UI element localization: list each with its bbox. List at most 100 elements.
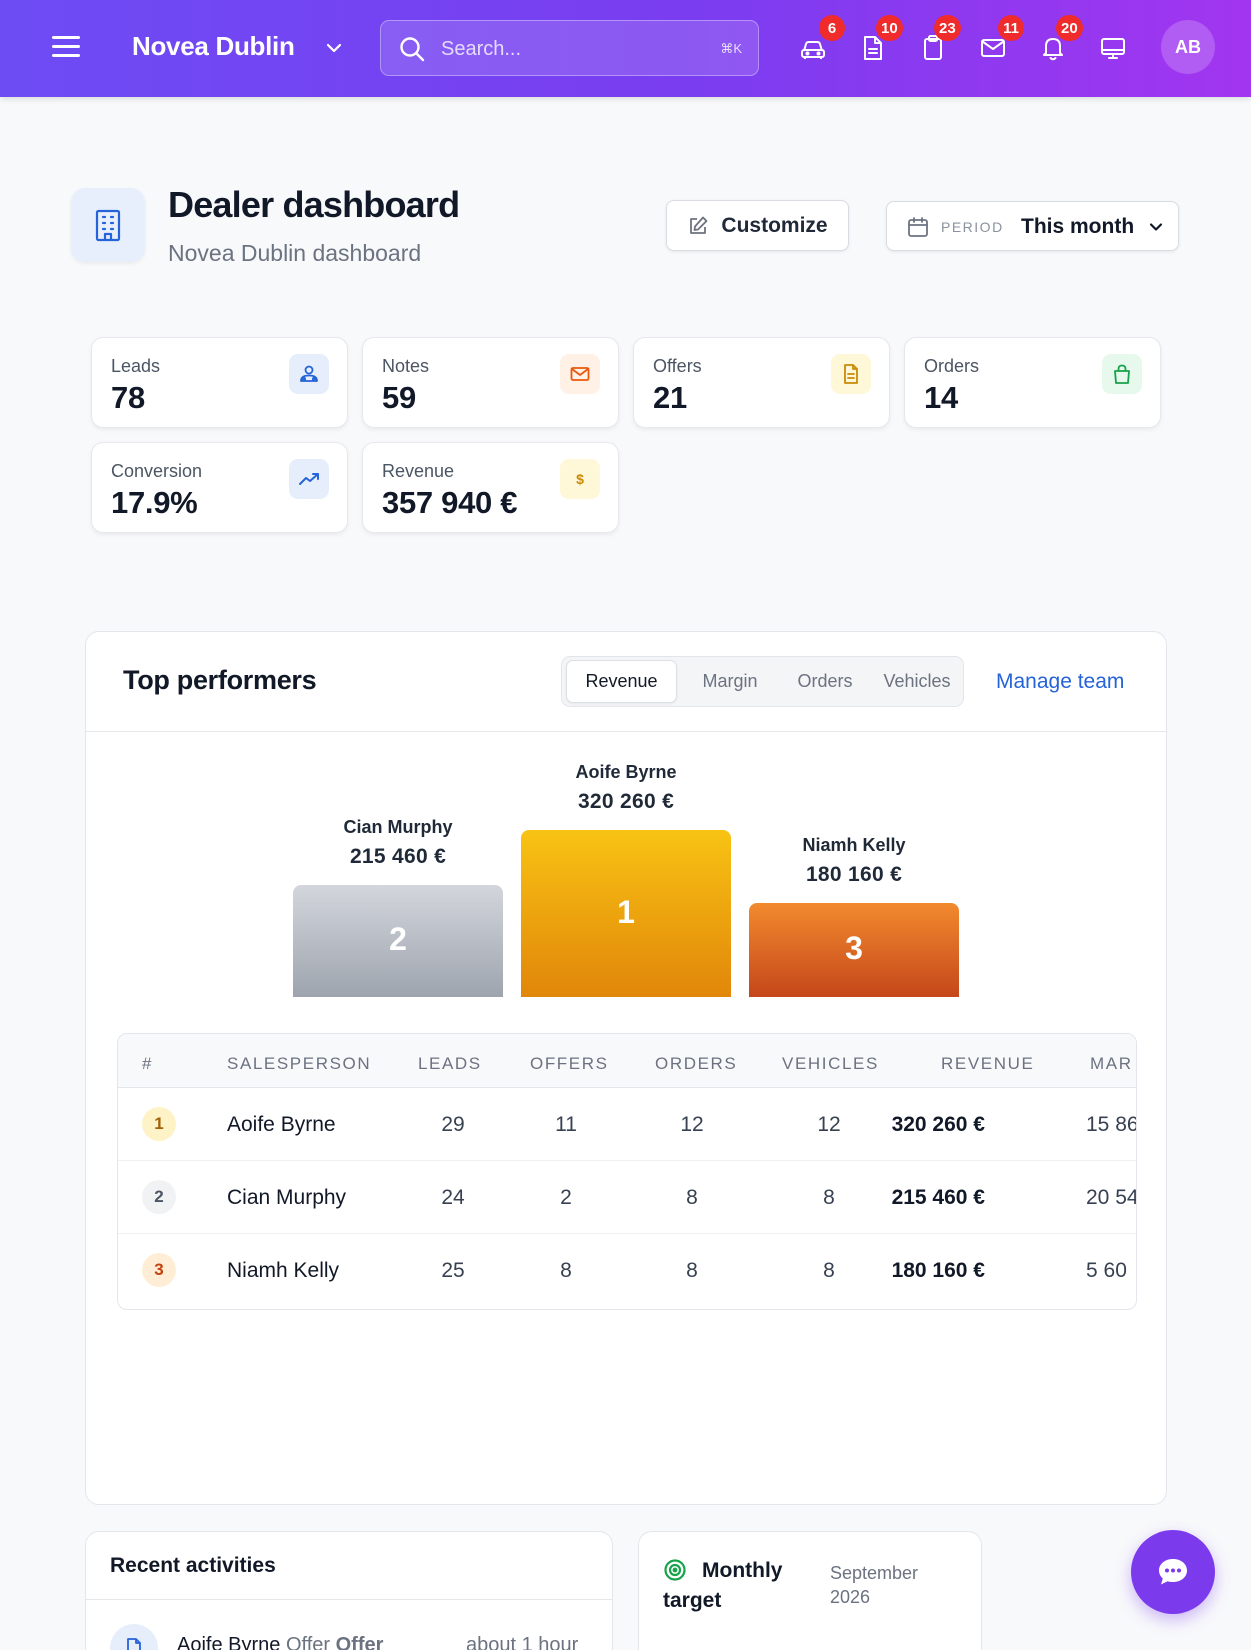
kpi-card-leads[interactable]: Leads 78 [91, 337, 348, 428]
monitor-icon[interactable] [1095, 30, 1131, 66]
activity-object: Offer [335, 1634, 384, 1650]
rank-badge: 2 [142, 1180, 176, 1214]
edit-icon [690, 216, 708, 234]
car-icon[interactable] [795, 30, 831, 66]
bell-icon[interactable] [1035, 30, 1071, 66]
tab-margin[interactable]: Margin [702, 671, 758, 691]
documents-badge: 10 [876, 15, 903, 41]
workspace-name[interactable]: Novea Dublin [132, 31, 295, 61]
panel-title: Top performers [123, 665, 317, 695]
kpi-label: Leads [111, 356, 161, 376]
mail-icon [560, 354, 600, 394]
building-icon [71, 188, 145, 262]
rank-badge: 1 [142, 1107, 176, 1141]
podium-name: Aoife Byrne [575, 762, 677, 782]
cell-vehicles: 8 [823, 1259, 835, 1282]
tab-revenue[interactable]: Revenue [566, 660, 677, 703]
table-row[interactable]: 3 Niamh Kelly 25 8 8 8 180 160 € 5 60 [118, 1234, 1136, 1307]
page-title: Dealer dashboard [168, 184, 460, 225]
table-row[interactable]: 2 Cian Murphy 24 2 8 8 215 460 € 20 54 [118, 1161, 1136, 1234]
period-select[interactable]: PERIOD This month [886, 201, 1179, 251]
header-offers[interactable]: OFFERS [530, 1054, 609, 1073]
vehicles-badge: 6 [819, 15, 845, 41]
monthly-target-card: Monthly target September 2026 [638, 1531, 982, 1650]
clipboard-icon[interactable] [915, 30, 951, 66]
header-orders[interactable]: ORDERS [655, 1054, 738, 1073]
kpi-label: Offers [653, 356, 702, 376]
calendar-icon [908, 217, 928, 237]
trend-up-icon [289, 459, 329, 499]
dollar-icon: $ [560, 459, 600, 499]
top-performers-panel: Top performers Revenue Margin Orders Veh… [85, 631, 1167, 1505]
podium-rank: 2 [389, 921, 407, 957]
podium-bar-rank-1 [521, 830, 731, 997]
cell-orders: 12 [680, 1113, 704, 1136]
user-avatar[interactable]: AB [1161, 20, 1215, 74]
cell-name[interactable]: Aoife Byrne [227, 1113, 336, 1136]
kpi-card-revenue[interactable]: Revenue 357 940 € $ [362, 442, 619, 533]
chevron-down-icon [1149, 223, 1163, 231]
document-icon[interactable] [855, 30, 891, 66]
kpi-value: 78 [111, 380, 145, 415]
notifications-badge: 20 [1056, 15, 1083, 41]
cell-margin: 5 60 [1086, 1259, 1127, 1282]
activity-type: Offer [285, 1634, 331, 1650]
tab-orders[interactable]: Orders [797, 671, 853, 691]
top-bar: Novea Dublin Search... ⌘K 6 10 23 11 20 … [0, 0, 1251, 97]
kpi-label: Notes [382, 356, 430, 376]
search-icon [400, 37, 425, 62]
kpi-value: 17.9% [111, 485, 198, 520]
kpi-card-orders[interactable]: Orders 14 [904, 337, 1161, 428]
podium-bar-rank-3 [749, 903, 959, 997]
performers-table: # SALESPERSON LEADS OFFERS ORDERS VEHICL… [117, 1033, 1137, 1310]
document-icon [110, 1624, 158, 1650]
podium-rank: 1 [617, 893, 635, 930]
bag-icon [1102, 354, 1142, 394]
menu-icon[interactable] [52, 36, 80, 60]
cell-vehicles: 12 [817, 1113, 841, 1136]
rank-badge: 3 [142, 1253, 176, 1287]
header-leads[interactable]: LEADS [418, 1054, 482, 1073]
table-row[interactable]: 1 Aoife Byrne 29 11 12 12 320 260 € 15 86 [118, 1088, 1136, 1161]
manage-team-link[interactable]: Manage team [996, 670, 1125, 693]
header-revenue[interactable]: REVENUE [941, 1054, 1035, 1073]
activity-time: about 1 hour [466, 1634, 579, 1650]
tasks-badge: 23 [934, 15, 961, 41]
podium-bar-rank-2 [293, 885, 503, 997]
customize-button[interactable]: Customize [666, 200, 849, 251]
search-input[interactable]: Search... ⌘K [380, 20, 759, 76]
podium-name: Niamh Kelly [802, 835, 906, 855]
cell-offers: 2 [560, 1186, 572, 1209]
activity-item[interactable]: Aoife Byrne Offer Offer [177, 1634, 383, 1650]
podium-value: 180 160 € [805, 863, 903, 886]
chat-button[interactable] [1131, 1530, 1215, 1614]
tab-vehicles[interactable]: Vehicles [883, 671, 951, 691]
cell-orders: 8 [686, 1186, 698, 1209]
cell-vehicles: 8 [823, 1186, 835, 1209]
search-shortcut: ⌘K [720, 41, 742, 56]
mail-icon[interactable] [975, 30, 1011, 66]
kpi-card-offers[interactable]: Offers 21 [633, 337, 890, 428]
chevron-down-icon[interactable] [324, 38, 344, 58]
kpi-card-conversion[interactable]: Conversion 17.9% [91, 442, 348, 533]
divider [86, 731, 1166, 732]
target-date: September 2026 [830, 1563, 919, 1607]
card-title: Monthly target [663, 1559, 783, 1612]
cell-revenue: 180 160 € [891, 1259, 985, 1282]
kpi-value: 21 [653, 380, 687, 415]
header-margin[interactable]: MAR [1090, 1054, 1133, 1073]
period-label: PERIOD [941, 219, 1004, 235]
recent-activities-card: Recent activities Aoife Byrne Offer Offe… [85, 1531, 613, 1650]
cell-name[interactable]: Cian Murphy [227, 1186, 347, 1209]
header-vehicles[interactable]: VEHICLES [782, 1054, 879, 1073]
cell-name[interactable]: Niamh Kelly [227, 1259, 340, 1282]
kpi-value: 59 [382, 380, 416, 415]
search-placeholder: Search... [441, 38, 522, 60]
podium-rank: 3 [845, 930, 863, 966]
kpi-label: Revenue [382, 461, 455, 481]
kpi-card-notes[interactable]: Notes 59 [362, 337, 619, 428]
cell-offers: 8 [560, 1259, 572, 1282]
activity-user: Aoife Byrne [177, 1634, 281, 1650]
kpi-value: 357 940 € [382, 485, 518, 520]
header-salesperson[interactable]: SALESPERSON [227, 1054, 372, 1073]
